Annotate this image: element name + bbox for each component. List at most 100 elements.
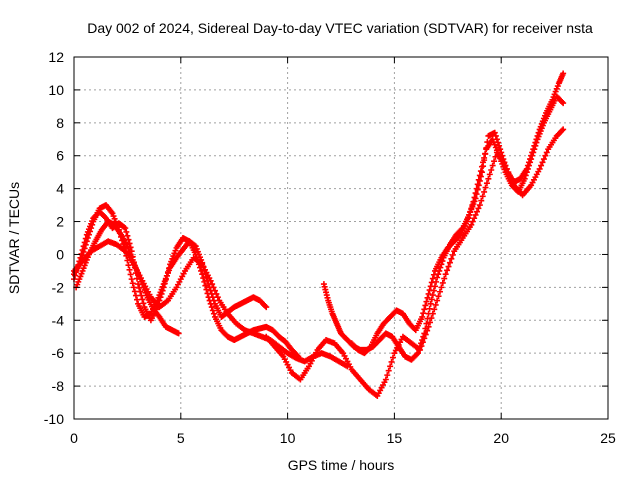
data-point: [425, 310, 432, 317]
data-point: [483, 180, 490, 187]
x-tick-label: 0: [70, 430, 78, 446]
data-point: [200, 275, 207, 282]
data-point: [481, 188, 488, 195]
data-point: [382, 376, 389, 383]
data-point: [531, 146, 538, 153]
data-point: [139, 296, 146, 303]
data-point: [429, 275, 436, 282]
data-point: [471, 194, 478, 201]
data-point: [472, 190, 479, 197]
data-point: [427, 319, 433, 326]
data-point: [488, 166, 495, 173]
data-point: [206, 297, 213, 304]
data-point: [263, 304, 270, 311]
data-point: [415, 346, 422, 353]
data-point: [432, 301, 439, 308]
x-tick-label: 15: [387, 430, 403, 446]
data-point: [426, 287, 433, 294]
data-point: [129, 253, 136, 260]
data-point: [163, 272, 170, 279]
data-point: [421, 306, 428, 313]
data-point: [435, 293, 442, 300]
data-point: [389, 354, 396, 361]
data-point: [465, 215, 472, 222]
data-point: [82, 235, 89, 242]
data-point: [464, 218, 471, 225]
data-point: [213, 290, 220, 297]
data-point: [158, 290, 165, 297]
chart-title: Day 002 of 2024, Sidereal Day-to-day VTE…: [87, 20, 593, 36]
data-point: [204, 290, 211, 297]
y-tick-label: 0: [56, 246, 64, 262]
data-point: [496, 142, 503, 149]
data-point: [434, 297, 441, 304]
data-point: [428, 279, 435, 286]
data-point: [130, 284, 137, 291]
plot-frame: [73, 56, 609, 420]
data-point: [424, 315, 431, 322]
data-point: [423, 320, 430, 327]
y-tick-label: 8: [56, 115, 64, 131]
data-point: [538, 162, 545, 169]
data-point: [441, 275, 448, 282]
y-tick-label: 4: [56, 181, 64, 197]
data-point: [202, 282, 209, 289]
data-point: [473, 185, 480, 192]
data-point: [474, 181, 481, 188]
data-point: [449, 252, 456, 259]
data-point: [198, 267, 205, 274]
x-tick-label: 5: [177, 430, 185, 446]
data-point: [210, 310, 217, 317]
data-point: [468, 205, 475, 212]
data-point: [560, 126, 567, 133]
data-point: [385, 367, 392, 374]
data-point: [123, 228, 130, 235]
y-tick-label: 2: [56, 214, 64, 230]
data-point: [522, 172, 529, 179]
data-point: [384, 372, 391, 379]
data-point: [156, 297, 163, 304]
data-point: [436, 288, 443, 295]
data-point: [476, 177, 483, 184]
x-tick-label: 20: [493, 430, 509, 446]
data-point: [160, 284, 167, 291]
data-point: [134, 296, 141, 303]
data-point: [131, 288, 138, 295]
data-point: [523, 169, 530, 176]
x-tick-label: 25: [600, 430, 616, 446]
data-point: [128, 248, 135, 255]
data-point: [166, 265, 173, 272]
data-point: [199, 271, 206, 278]
data-point: [430, 271, 437, 278]
data-point: [125, 236, 132, 243]
data-point: [448, 255, 455, 262]
data-point: [466, 211, 473, 218]
data-point: [472, 195, 479, 202]
data-point: [421, 330, 428, 337]
data-point: [126, 240, 133, 247]
data-point: [207, 300, 214, 307]
data-point: [164, 269, 171, 276]
data-point: [478, 169, 485, 176]
data-point: [81, 239, 88, 246]
data-point: [473, 208, 480, 215]
data-point: [418, 340, 425, 347]
data-point: [209, 281, 216, 288]
data-point: [486, 171, 493, 178]
data-point: [477, 173, 484, 180]
data-point: [482, 184, 489, 191]
data-point: [528, 156, 535, 163]
y-tick-label: -2: [52, 279, 65, 295]
data-point: [533, 139, 540, 146]
data-point: [140, 300, 147, 307]
data-point: [417, 343, 424, 350]
data-point: [529, 152, 536, 159]
series-trace-3: [71, 208, 302, 360]
data-point: [419, 313, 426, 320]
data-point: [161, 280, 168, 287]
y-axis-ticks: -10 -8 -6 -4 -2 0 2 4 6 8 10 12: [44, 49, 608, 427]
data-point: [201, 278, 208, 285]
data-point: [124, 232, 131, 239]
data-point: [205, 294, 212, 301]
